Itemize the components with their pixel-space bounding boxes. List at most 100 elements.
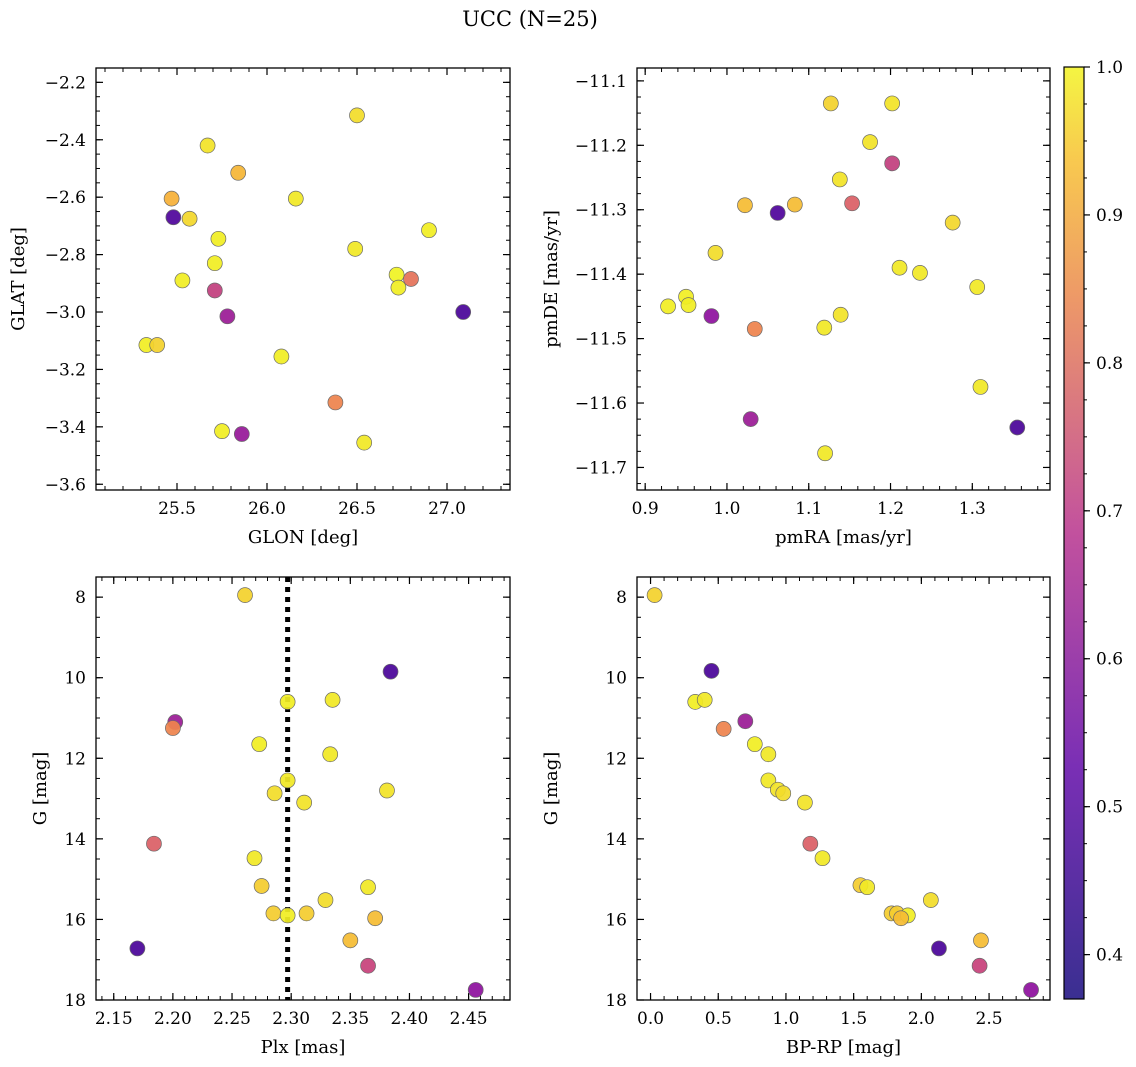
scatter-panel-1: 25.5 26.0 26.5 27.0 −3.6 −3.4 −3.2 −3.0 −2.8 −2.6… [8, 67, 511, 548]
scatter-point [680, 297, 697, 313]
scatter-point [129, 940, 146, 957]
x-tick-label: 2.20 [154, 1009, 192, 1029]
scatter-point [760, 772, 777, 789]
scatter-point [356, 434, 373, 451]
scatter-point [199, 137, 216, 154]
scatter-point [802, 835, 819, 852]
x-tick-label: 2.0 [908, 1009, 935, 1029]
x-tick-label: 0.0 [637, 1009, 664, 1029]
y-tick-label: −11.6 [575, 394, 627, 414]
scatter-point [279, 907, 296, 924]
scatter-point [360, 879, 376, 896]
scatter-point [322, 746, 339, 763]
scatter-point [210, 230, 227, 247]
scatter-point [403, 271, 419, 287]
scatter-point [1023, 982, 1039, 998]
x-tick-label: 2.40 [391, 1009, 429, 1029]
scatter-point [279, 772, 296, 789]
colorbar-tick-label: 1.0 [1096, 58, 1123, 78]
scatter-point [746, 736, 763, 753]
scatter-point [822, 95, 839, 112]
scatter-point [390, 279, 407, 296]
scatter-point [181, 210, 198, 227]
scatter-point [816, 319, 833, 336]
scatter-point [163, 190, 180, 207]
scatter-point [760, 746, 777, 763]
scatter-point [737, 197, 753, 214]
scatter-point [219, 308, 236, 325]
y-tick-label: −11.3 [575, 201, 627, 221]
x-tick-label: 2.35 [331, 1009, 369, 1029]
scatter-point [786, 196, 803, 213]
y-tick-label: 12 [605, 749, 627, 769]
scatter-point [360, 957, 376, 974]
x-tick-label: 25.5 [158, 499, 196, 519]
scatter-point [382, 663, 399, 680]
x-tick-label: 1.1 [795, 499, 822, 519]
scatter-point [969, 279, 986, 295]
x-tick-label: 1.2 [877, 499, 904, 519]
y-tick-label: −2.4 [45, 131, 86, 151]
scatter-point [817, 445, 833, 462]
scatter-point [931, 940, 947, 957]
y-tick-label: −3.4 [45, 418, 86, 438]
axes-frame [636, 576, 1051, 1001]
scatter-point [214, 423, 230, 439]
scatter-point [327, 394, 344, 411]
scatter-point [266, 785, 283, 802]
x-tick-label: 27.0 [428, 499, 466, 519]
scatter-point [769, 205, 786, 221]
colorbar-ticks: 0.4 0.5 0.6 0.7 0.8 0.9 1.0 [1084, 58, 1123, 966]
y-tick-label: −11.2 [575, 136, 627, 156]
scatter-point [467, 982, 484, 998]
scatter-point [972, 379, 989, 395]
scatter-point [831, 171, 848, 188]
scatter-point [884, 95, 901, 112]
y-tick-label: −3.6 [45, 475, 86, 495]
colorbar-tick-label: 0.4 [1096, 946, 1123, 966]
x-axis-label: Plx [mas] [261, 1037, 346, 1058]
scatter-point [884, 155, 901, 172]
y-tick-label: 14 [605, 830, 627, 850]
x-tick-label: 1.0 [772, 1009, 799, 1029]
scatter-point [165, 720, 181, 736]
y-axis-label: GLAT [deg] [8, 227, 29, 331]
scatter-point [273, 348, 290, 365]
x-tick-label: 1.0 [713, 499, 740, 519]
scatter-point [279, 694, 296, 710]
scatter-point [324, 692, 341, 708]
scatter-point [347, 241, 364, 257]
x-tick-label: 0.9 [632, 499, 659, 519]
y-tick-label: 12 [64, 749, 86, 769]
y-tick-label: −3.0 [45, 303, 86, 323]
y-tick-label: 10 [605, 669, 627, 689]
x-tick-label: 2.25 [213, 1009, 251, 1029]
scatter-point [230, 164, 247, 181]
scatter-point [1009, 419, 1026, 436]
y-tick-label: 16 [64, 910, 86, 930]
y-tick-label: 16 [605, 910, 627, 930]
y-tick-label: −11.1 [575, 72, 627, 92]
scatter-point [912, 265, 928, 281]
scatter-point [696, 692, 713, 708]
scatter-point [922, 892, 939, 908]
x-tick-label: 0.5 [705, 1009, 732, 1029]
scatter-point [742, 411, 759, 427]
scatter-point [703, 308, 720, 324]
scatter-point [206, 282, 223, 299]
scatter-point [455, 304, 472, 320]
colorbar-tick-label: 0.5 [1096, 798, 1123, 818]
y-tick-label: 18 [64, 991, 86, 1011]
y-tick-label: 18 [605, 991, 627, 1011]
scatter-point [814, 850, 831, 867]
x-tick-label: 2.15 [95, 1009, 133, 1029]
x-tick-label: 26.5 [338, 499, 376, 519]
scatter-point [174, 272, 191, 289]
y-tick-label: −2.2 [45, 73, 86, 93]
scatter-point [265, 905, 282, 922]
y-tick-label: 10 [64, 669, 86, 689]
x-tick-label: 26.0 [248, 499, 286, 519]
y-tick-label: 8 [616, 588, 627, 608]
scatter-point [737, 713, 754, 730]
scatter-point [149, 337, 166, 353]
